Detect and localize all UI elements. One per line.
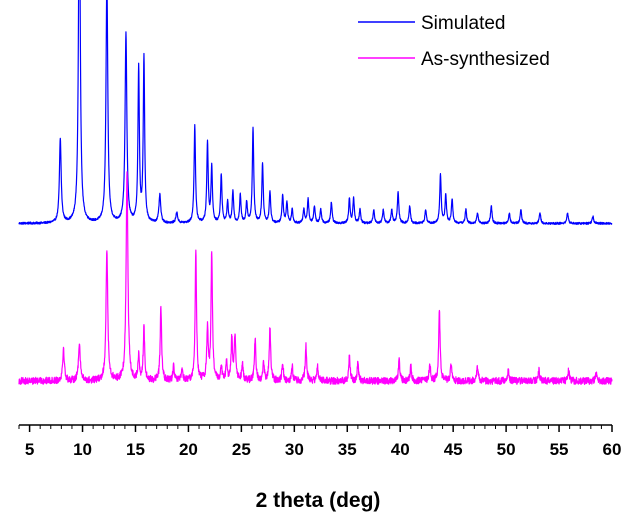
x-tick-label: 60 bbox=[603, 440, 622, 459]
x-tick-label: 30 bbox=[285, 440, 304, 459]
legend: Simulated As-synthesized bbox=[358, 13, 550, 70]
x-tick-label: 15 bbox=[126, 440, 145, 459]
series-line-simulated bbox=[18, 0, 613, 226]
x-tick-label: 35 bbox=[338, 440, 357, 459]
x-tick-label: 45 bbox=[444, 440, 463, 459]
x-tick-label: 10 bbox=[73, 440, 92, 459]
x-tick-label: 40 bbox=[391, 440, 410, 459]
x-tick-label: 50 bbox=[497, 440, 516, 459]
legend-label: Simulated bbox=[421, 13, 506, 34]
x-axis-title: 2 theta (deg) bbox=[256, 489, 381, 512]
x-axis-ticks: 5 10 15 20 25 30 35 40 45 50 55 60 bbox=[18, 425, 622, 459]
x-tick-label: 55 bbox=[550, 440, 569, 459]
x-tick-label: 20 bbox=[179, 440, 198, 459]
x-tick-label: 5 bbox=[25, 440, 34, 459]
series-line-as-synthesized bbox=[18, 171, 613, 385]
x-tick-label: 25 bbox=[232, 440, 251, 459]
legend-label: As-synthesized bbox=[421, 49, 550, 70]
series-layer bbox=[18, 0, 613, 385]
